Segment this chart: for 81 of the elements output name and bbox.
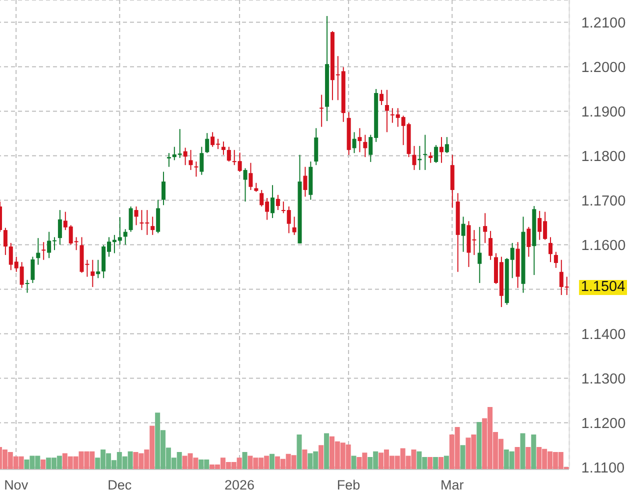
candlestick bbox=[428, 152, 433, 164]
text: 1.1504 bbox=[578, 278, 628, 295]
x-tick-label: 2026 bbox=[224, 478, 255, 493]
candlestick bbox=[554, 251, 558, 268]
candlestick bbox=[352, 132, 356, 154]
candlestick bbox=[226, 146, 231, 162]
candlestick bbox=[200, 146, 204, 176]
bar bbox=[324, 432, 329, 469]
candlestick bbox=[58, 210, 62, 246]
y-tick-label: 1.2100 bbox=[581, 15, 626, 32]
candlestick bbox=[526, 226, 531, 258]
bar bbox=[531, 434, 536, 469]
bar bbox=[432, 456, 438, 469]
y-tick-label: 1.1200 bbox=[581, 416, 626, 432]
candlestick bbox=[166, 152, 171, 168]
candlestick bbox=[248, 162, 253, 191]
bar bbox=[526, 446, 531, 469]
x-tick-label: Dec bbox=[108, 478, 132, 493]
candlestick bbox=[412, 145, 416, 170]
candlestick bbox=[434, 144, 438, 164]
candlestick bbox=[276, 194, 280, 211]
y-tick-label: 1.1300 bbox=[581, 371, 626, 388]
candlestick bbox=[25, 279, 30, 294]
bar bbox=[40, 459, 46, 469]
candlestick bbox=[358, 128, 362, 153]
candlestick bbox=[379, 89, 384, 106]
candlestick bbox=[384, 89, 389, 133]
y-tick-label: 1.1800 bbox=[581, 148, 626, 165]
bar bbox=[242, 452, 248, 469]
candlestick bbox=[3, 227, 8, 256]
y-tick-label: 1.1700 bbox=[581, 193, 626, 210]
candlestick bbox=[150, 216, 155, 236]
bar bbox=[351, 455, 356, 469]
candlestick bbox=[123, 228, 128, 246]
bar bbox=[476, 422, 482, 469]
candlestick bbox=[221, 141, 226, 156]
y-tick-label: 1.1100 bbox=[581, 460, 625, 476]
bar bbox=[460, 444, 466, 469]
candlestick bbox=[30, 256, 35, 284]
bar bbox=[438, 456, 444, 469]
candlestick bbox=[444, 136, 449, 154]
candlestick bbox=[478, 226, 482, 284]
candlestick bbox=[42, 242, 46, 260]
bar bbox=[296, 434, 302, 469]
bar bbox=[514, 446, 520, 469]
y-tick-label: 1.1600 bbox=[581, 238, 626, 254]
candlestick bbox=[90, 259, 95, 288]
candlestick bbox=[439, 136, 444, 164]
candlestick bbox=[488, 230, 492, 260]
candlestick bbox=[194, 161, 198, 178]
candlestick bbox=[423, 134, 428, 170]
candlestick bbox=[156, 199, 160, 234]
candlestick bbox=[292, 216, 296, 236]
x-tick-label: Mar bbox=[440, 478, 464, 493]
x-tick-label: Feb bbox=[336, 478, 360, 493]
candlestick bbox=[243, 168, 248, 202]
bar bbox=[269, 453, 274, 469]
x-tick-label: Nov bbox=[4, 478, 28, 493]
candlestick bbox=[205, 132, 210, 154]
candlestick bbox=[134, 206, 138, 226]
candlestick bbox=[483, 212, 488, 244]
bar bbox=[520, 432, 526, 469]
candlestick bbox=[96, 259, 100, 279]
bar bbox=[302, 449, 308, 469]
candlestick bbox=[320, 94, 324, 128]
y-tick-label: 1.2000 bbox=[581, 60, 626, 76]
y-tick-label: 1.1900 bbox=[581, 104, 626, 120]
candlestick bbox=[36, 238, 40, 266]
candlestick bbox=[183, 147, 188, 166]
bar bbox=[318, 444, 324, 469]
bar bbox=[444, 455, 449, 469]
candlestick bbox=[548, 236, 552, 263]
candlestick bbox=[270, 184, 274, 219]
candlestick bbox=[128, 206, 133, 232]
candlestick bbox=[303, 166, 308, 198]
candlestick bbox=[188, 149, 193, 170]
candlestick bbox=[161, 171, 166, 206]
candlestick bbox=[461, 216, 466, 252]
y-tick-label: 1.1400 bbox=[581, 326, 626, 343]
bar bbox=[428, 456, 433, 469]
candlestick bbox=[363, 134, 368, 158]
